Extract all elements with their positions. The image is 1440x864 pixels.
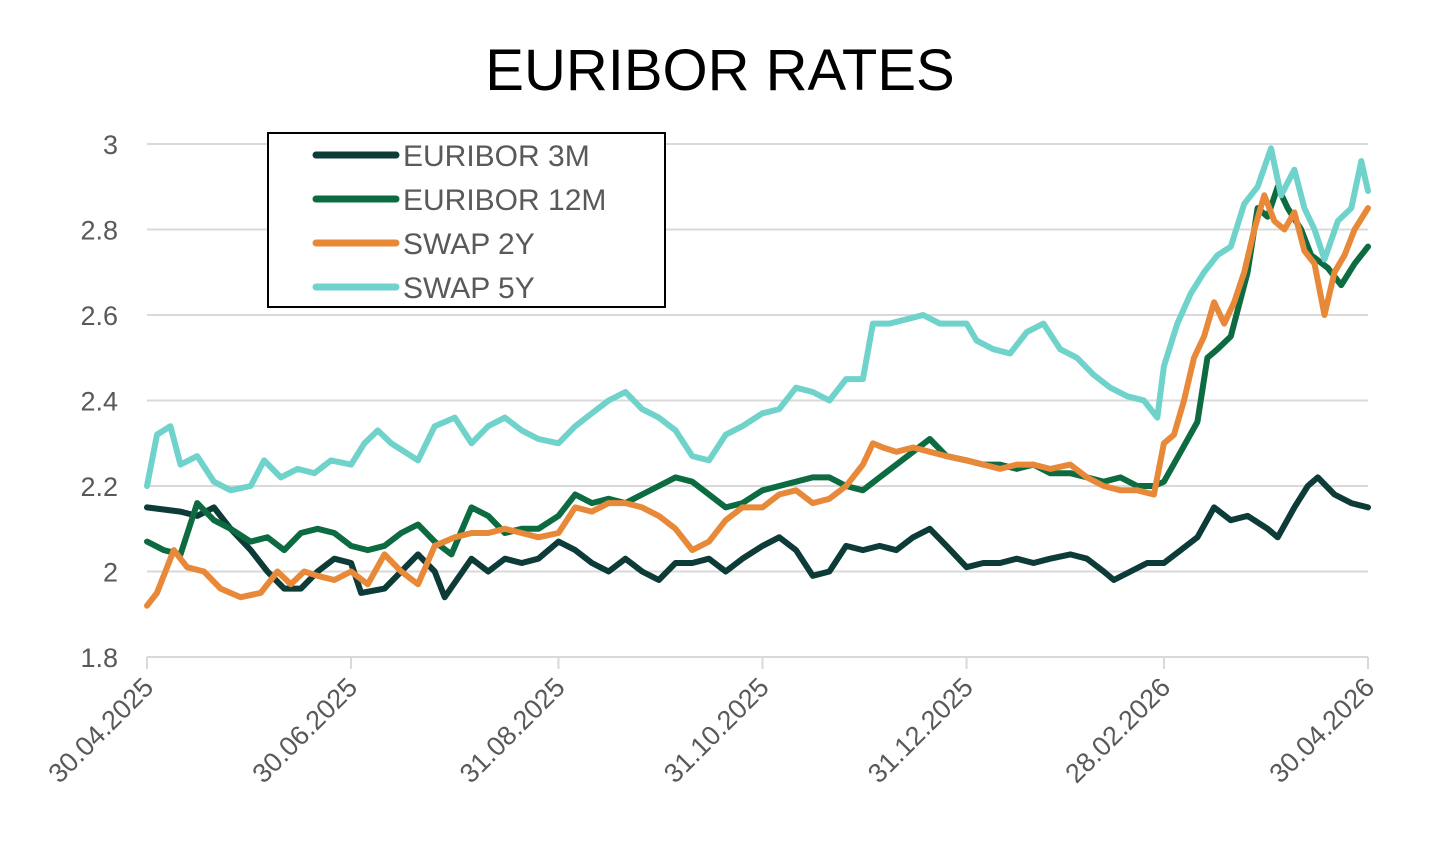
legend-label: SWAP 2Y bbox=[403, 228, 535, 261]
x-tick-label: 31.10.2025 bbox=[658, 672, 775, 789]
series-line-1 bbox=[144, 183, 1371, 558]
y-tick-label: 1.8 bbox=[80, 643, 118, 673]
x-tick-label: 31.08.2025 bbox=[454, 672, 571, 789]
x-tick-label: 30.04.2026 bbox=[1263, 672, 1380, 789]
legend-label: EURIBOR 3M bbox=[403, 140, 590, 173]
y-tick-label: 2 bbox=[103, 558, 118, 588]
x-tick-label: 28.02.2026 bbox=[1059, 672, 1176, 789]
legend-label: SWAP 5Y bbox=[403, 272, 535, 305]
chart-title: EURIBOR RATES bbox=[485, 38, 954, 103]
series-line-3 bbox=[144, 145, 1371, 494]
series-line-0 bbox=[144, 474, 1371, 601]
y-axis: 1.8 2 2.2 2.4 2.6 2.8 3 bbox=[80, 130, 118, 673]
series-line-2 bbox=[144, 192, 1371, 609]
x-tick-label: 30.06.2025 bbox=[247, 672, 364, 789]
y-tick-label: 2.2 bbox=[80, 472, 118, 502]
y-tick-label: 2.4 bbox=[80, 387, 118, 417]
x-tick-label: 31.12.2025 bbox=[862, 672, 979, 789]
x-tick-label: 30.04.2025 bbox=[42, 672, 159, 789]
legend: EURIBOR 3M EURIBOR 12M SWAP 2Y SWAP 5Y bbox=[267, 132, 666, 308]
legend-box bbox=[267, 132, 666, 308]
y-tick-label: 3 bbox=[103, 130, 118, 160]
series-lines bbox=[144, 145, 1371, 609]
legend-label: EURIBOR 12M bbox=[403, 184, 606, 217]
x-axis: 30.04.2025 30.06.2025 31.08.2025 31.10.2025… bbox=[42, 656, 1380, 789]
y-tick-label: 2.8 bbox=[80, 216, 118, 246]
y-tick-label: 2.6 bbox=[80, 301, 118, 331]
